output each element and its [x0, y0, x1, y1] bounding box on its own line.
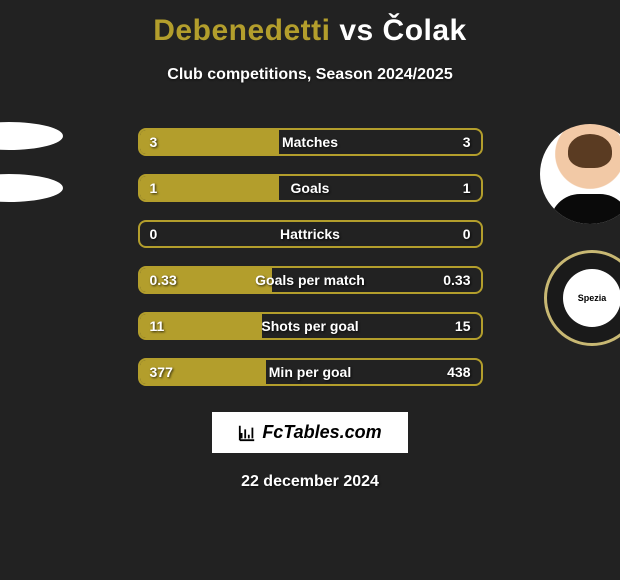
- club-badge-label: Spezia: [563, 269, 620, 327]
- stat-value-right: 15: [455, 318, 471, 334]
- source-text: FcTables.com: [262, 422, 381, 443]
- stat-value-left: 0.33: [150, 272, 177, 288]
- stat-value-right: 3: [463, 134, 471, 150]
- stat-value-left: 377: [150, 364, 173, 380]
- stat-value-right: 0: [463, 226, 471, 242]
- chart-icon: [238, 424, 256, 442]
- stat-value-left: 0: [150, 226, 158, 242]
- player2-club-badge: Spezia: [544, 250, 620, 346]
- stat-row: 11 Shots per goal 15: [138, 312, 483, 340]
- stat-label: Shots per goal: [261, 318, 358, 334]
- stat-label: Matches: [282, 134, 338, 150]
- date-text: 22 december 2024: [241, 473, 379, 491]
- stat-value-right: 438: [447, 364, 470, 380]
- stat-row: 377 Min per goal 438: [138, 358, 483, 386]
- stat-row: 0.33 Goals per match 0.33: [138, 266, 483, 294]
- stat-label: Hattricks: [280, 226, 340, 242]
- stat-row: 0 Hattricks 0: [138, 220, 483, 248]
- bar-left: [140, 176, 280, 200]
- stat-value-right: 1: [463, 180, 471, 196]
- stat-value-left: 11: [150, 318, 165, 334]
- stat-value-right: 0.33: [443, 272, 470, 288]
- comparison-title: Debenedetti vs Čolak: [153, 14, 466, 48]
- stat-value-left: 3: [150, 134, 158, 150]
- player2-name: Čolak: [383, 14, 467, 47]
- stats-container: 3 Matches 3 1 Goals 1 0 Hattricks 0 0.33 Goals per…: [138, 128, 483, 386]
- source-badge: FcTables.com: [212, 412, 407, 453]
- stat-label: Goals: [291, 180, 330, 196]
- stat-value-left: 1: [150, 180, 158, 196]
- stat-label: Goals per match: [255, 272, 365, 288]
- player1-name: Debenedetti: [153, 14, 330, 47]
- player2-avatar: [540, 124, 620, 224]
- vs-text: vs: [339, 14, 373, 47]
- season-subtitle: Club competitions, Season 2024/2025: [167, 66, 452, 84]
- player1-avatar: [0, 122, 63, 150]
- stat-label: Min per goal: [269, 364, 351, 380]
- bar-left: [140, 130, 280, 154]
- stat-row: 3 Matches 3: [138, 128, 483, 156]
- stat-row: 1 Goals 1: [138, 174, 483, 202]
- player1-club-badge: [0, 174, 63, 202]
